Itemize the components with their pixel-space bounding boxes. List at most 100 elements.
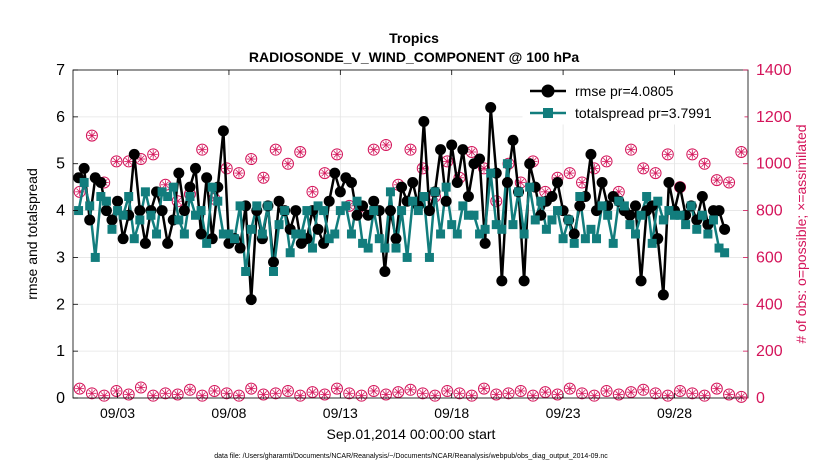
totalspread-point <box>458 201 468 211</box>
y-left-tick-label: 6 <box>56 109 65 126</box>
obs-count-point <box>330 148 343 161</box>
x-axis-label: Sep.01,2014 00:00:00 start <box>327 426 496 442</box>
rmse-point <box>407 176 419 188</box>
totalspread-point <box>307 243 317 253</box>
obs-assimilated-mark <box>603 387 611 395</box>
obs-possible-circle <box>563 167 576 180</box>
obs-assimilated-mark <box>137 155 145 163</box>
obs-count-point-low <box>600 384 613 397</box>
obs-possible-circle <box>245 153 258 166</box>
totalspread-point <box>246 224 256 234</box>
obs-count-point-low <box>576 387 589 400</box>
obs-count-point-low <box>330 382 343 395</box>
totalspread-point <box>419 192 429 202</box>
obs-count-point-low <box>134 381 147 394</box>
totalspread-point <box>592 234 602 244</box>
y-left-tick-label: 3 <box>56 249 65 266</box>
totalspread-point <box>302 206 312 216</box>
obs-possible-circle <box>453 387 466 400</box>
obs-count-point-low <box>625 386 638 399</box>
totalspread-point <box>207 182 217 192</box>
obs-count-point-low <box>478 382 491 395</box>
totalspread-point <box>486 168 496 178</box>
obs-possible-circle <box>441 384 454 397</box>
rmse-point <box>719 223 731 235</box>
rmse-point <box>585 148 597 160</box>
obs-assimilated-mark <box>639 164 647 172</box>
obs-possible-circle <box>600 384 613 397</box>
obs-possible-circle <box>294 389 307 402</box>
x-tick-label: 09/18 <box>434 405 469 421</box>
rmse-point <box>657 289 669 301</box>
obs-assimilated-mark <box>566 169 574 177</box>
totalspread-point <box>647 238 657 248</box>
obs-count-point-low <box>196 389 209 402</box>
totalspread-point <box>140 187 150 197</box>
totalspread-point <box>569 238 579 248</box>
totalspread-point <box>185 192 195 202</box>
rmse-point <box>435 144 447 156</box>
totalspread-point <box>330 229 340 239</box>
obs-count-point <box>245 153 258 166</box>
totalspread-point <box>397 206 407 216</box>
obs-possible-circle <box>478 382 491 395</box>
obs-assimilated-mark <box>309 388 316 396</box>
totalspread-point <box>263 201 273 211</box>
legend: rmse pr=4.0805 totalspread pr=3.7991 <box>522 75 745 125</box>
rmse-point <box>674 181 686 193</box>
obs-possible-circle <box>686 387 699 400</box>
obs-count-point <box>637 162 650 175</box>
obs-assimilated-mark <box>725 178 733 186</box>
obs-assimilated-mark <box>456 389 463 397</box>
obs-assimilated-mark <box>296 148 304 156</box>
obs-possible-circle <box>220 387 233 400</box>
obs-possible-circle <box>171 388 184 401</box>
rmse-point <box>624 209 636 221</box>
obs-possible-circle <box>232 167 245 180</box>
totalspread-point <box>508 220 518 230</box>
x-tick-label: 09/28 <box>657 405 692 421</box>
y-right-tick-label: 600 <box>756 249 783 266</box>
totalspread-point <box>675 210 685 220</box>
obs-possible-circle <box>625 143 638 156</box>
obs-assimilated-mark <box>247 155 255 163</box>
obs-count-point-low <box>147 389 160 402</box>
obs-possible-circle <box>600 155 613 168</box>
obs-count-point <box>147 148 160 161</box>
totalspread-point <box>530 215 540 225</box>
obs-possible-circle <box>637 383 650 396</box>
obs-assimilated-mark <box>505 389 512 397</box>
totalspread-point <box>218 229 228 239</box>
obs-count-point <box>257 171 270 184</box>
totalspread-point <box>291 229 301 239</box>
totalspread-point <box>708 215 718 225</box>
totalspread-point <box>475 229 485 239</box>
obs-possible-circle <box>257 388 270 401</box>
obs-count-point-low <box>343 387 356 400</box>
obs-count-point-low <box>73 382 86 395</box>
rmse-point <box>574 200 586 212</box>
totalspread-point <box>664 206 674 216</box>
obs-count-point-low <box>220 387 233 400</box>
totalspread-point <box>268 266 278 276</box>
totalspread-point <box>241 266 251 276</box>
totalspread-point <box>720 248 730 258</box>
obs-count-point-low <box>318 388 331 401</box>
totalspread-point <box>642 192 652 202</box>
obs-assimilated-mark <box>370 146 378 154</box>
totalspread-point <box>202 238 212 248</box>
obs-possible-circle <box>232 389 245 402</box>
obs-count-point-low <box>453 387 466 400</box>
obs-assimilated-mark <box>603 157 611 165</box>
x-tick-label: 09/03 <box>100 405 135 421</box>
totalspread-point <box>363 243 373 253</box>
x-tick-label: 09/23 <box>546 405 581 421</box>
data-file-footer: data file: /Users/gharamti/Documents/NCA… <box>214 453 608 460</box>
obs-possible-circle <box>563 382 576 395</box>
obs-possible-circle <box>404 383 417 396</box>
obs-count-point <box>661 148 674 161</box>
totalspread-point <box>341 201 351 211</box>
obs-assimilated-mark <box>725 391 733 398</box>
obs-possible-circle <box>208 384 221 397</box>
totalspread-point <box>74 206 84 216</box>
